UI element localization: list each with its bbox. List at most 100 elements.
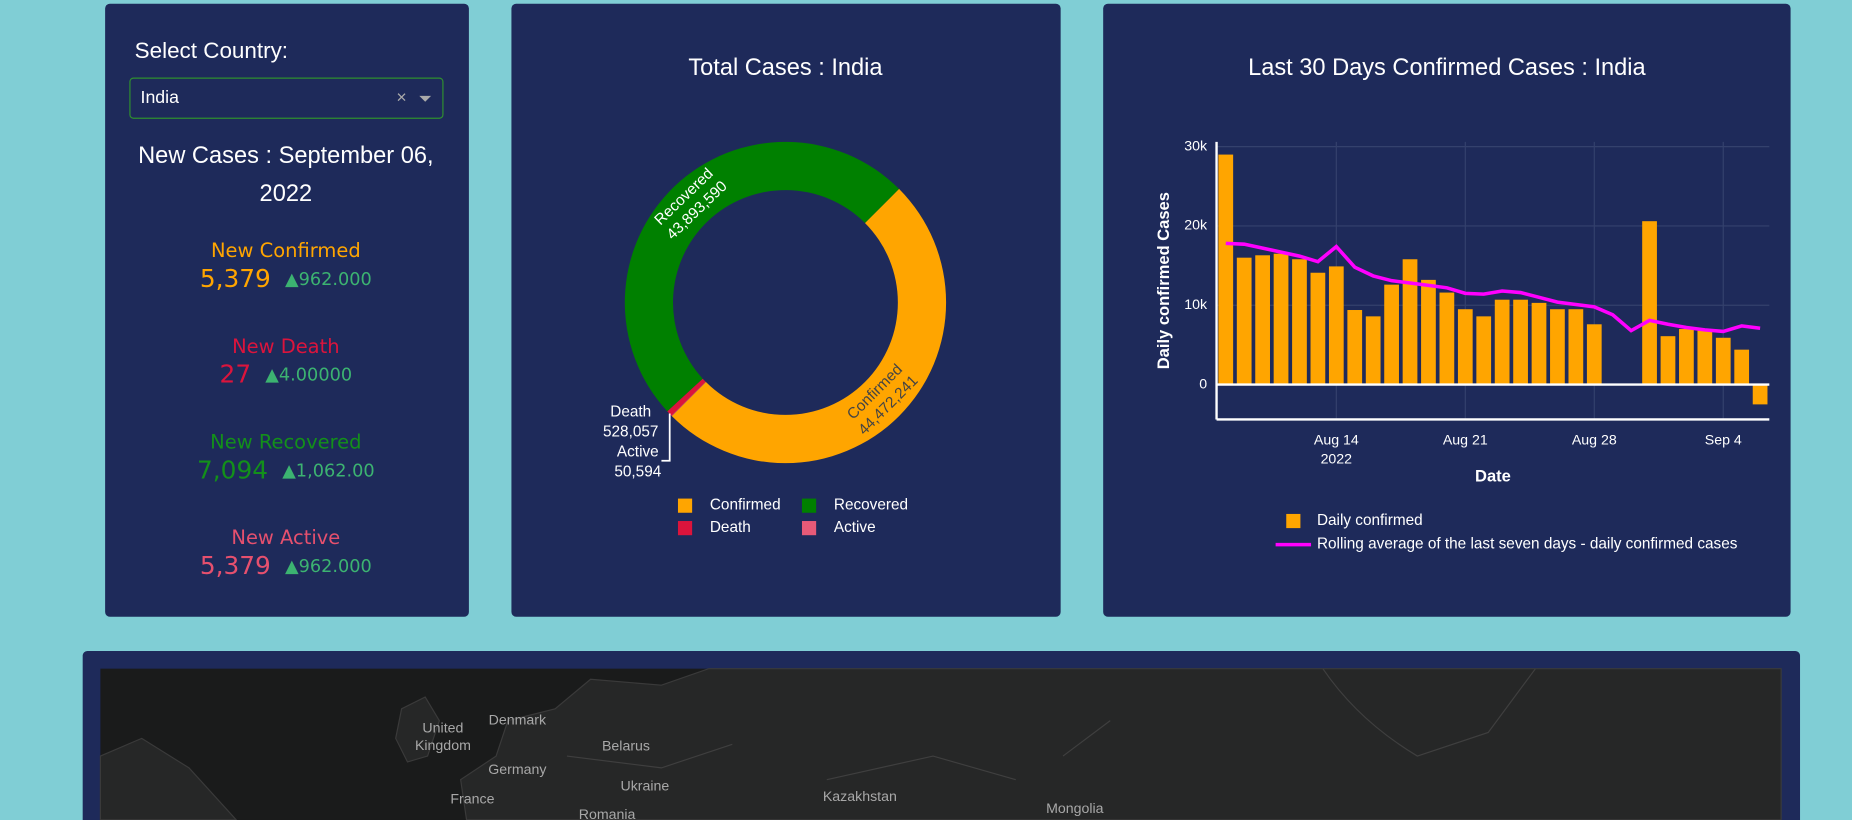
bar [1439, 292, 1455, 385]
x-tick-label: Sep 4 [1705, 432, 1742, 448]
bar [1273, 253, 1289, 385]
map-label: Kazakhstan [823, 789, 897, 805]
y-tick-label: 30k [1184, 138, 1208, 154]
sidebar-panel [105, 3, 469, 617]
bar [1715, 337, 1731, 385]
bar [1531, 302, 1547, 385]
bar [1402, 259, 1418, 385]
date-heading: New Cases : September 06, 2022 [138, 143, 434, 207]
bar-chart: Last 30 Days Confirmed Cases : India 0 10k… [1154, 55, 1770, 553]
legend-label: Confirmed [710, 497, 781, 514]
slice-label-value: 528,057 [603, 424, 658, 441]
select-label: Select Country: [135, 38, 288, 63]
bar [1457, 309, 1473, 385]
x-tick-label: Aug 28 [1572, 432, 1617, 448]
card-delta: ▲1,062.00 [282, 461, 374, 481]
legend-label: Death [710, 519, 751, 536]
legend-label: Recovered [834, 497, 908, 514]
legend-label: Active [834, 519, 876, 536]
map-label: Ukraine [621, 779, 670, 795]
bar [1679, 329, 1694, 385]
legend-swatch [677, 498, 693, 513]
date-heading-box: New Cases : September 06, 2022 [138, 143, 434, 207]
bar [1310, 272, 1326, 385]
map-label: Germany [488, 762, 547, 778]
bar [1513, 299, 1528, 385]
bar [1421, 279, 1436, 385]
bar [1697, 330, 1713, 385]
legend-swatch [1286, 513, 1301, 529]
map-label: Belarus [602, 738, 650, 754]
bar [1384, 284, 1399, 385]
chart-title: Last 30 Days Confirmed Cases : India [1248, 55, 1646, 81]
map-label-box: United Kingdom [415, 719, 471, 753]
card-line: 7,094 ▲1,062.00 [197, 455, 375, 484]
card-line: 5,379 ▲962.000 [200, 551, 372, 580]
bar [1586, 324, 1602, 385]
card-delta: ▲4.00000 [265, 366, 352, 386]
bar [1328, 266, 1344, 385]
bar [1734, 349, 1750, 385]
bar [1347, 310, 1363, 385]
y-tick-label: 10k [1184, 297, 1208, 313]
map-label: Mongolia [1046, 801, 1104, 817]
line [1225, 241, 1761, 334]
bar [1550, 309, 1565, 385]
bar [1365, 316, 1381, 385]
bar [1568, 309, 1584, 385]
bar [1642, 221, 1657, 385]
x-axis-title: Date [1475, 467, 1511, 486]
legend-label: Rolling average of the last seven days -… [1317, 536, 1738, 553]
legend-label: Daily confirmed [1317, 512, 1423, 529]
y-tick-label: 0 [1199, 376, 1207, 392]
dropdown-box[interactable] [129, 77, 444, 119]
card-line: 5,379 ▲962.000 [200, 264, 372, 293]
bar [1494, 299, 1510, 385]
y-tick-label: 20k [1184, 218, 1208, 234]
slice-label-name: Death [610, 403, 651, 420]
bar [1660, 336, 1676, 385]
bar [1255, 255, 1270, 385]
borders [566, 668, 1536, 781]
card-delta: ▲962.000 [285, 270, 372, 290]
card-value: 5,379 [200, 264, 271, 293]
bar [1236, 257, 1252, 385]
pie-slice [671, 381, 706, 417]
pie-slice [624, 141, 900, 412]
legend-swatch [677, 521, 693, 536]
dropdown-clear[interactable]: × [396, 87, 406, 107]
bar [1292, 259, 1307, 385]
card-title: New Recovered [210, 431, 361, 454]
slice-label-value: 50,594 [614, 464, 661, 481]
card-delta: ▲962.000 [285, 557, 372, 577]
map-label: France [450, 792, 494, 808]
x-tick-label: Aug 14 [1314, 432, 1359, 448]
slice-label-name: Active [617, 444, 659, 461]
x-tick-label: Aug 21 [1443, 432, 1488, 448]
pie-panel [511, 3, 1061, 617]
map-label: Denmark [489, 712, 547, 728]
dropdown-caret[interactable] [419, 95, 432, 102]
card-title: New Confirmed [211, 239, 361, 262]
country-dropdown[interactable]: India × [129, 77, 444, 119]
bar [1752, 384, 1768, 405]
pie-slice [667, 378, 706, 416]
card-value: 7,094 [197, 455, 268, 484]
card-title: New Death [232, 335, 340, 358]
dropdown-value[interactable]: India [141, 87, 180, 107]
card-value: 27 [220, 360, 252, 389]
bar [1476, 316, 1492, 385]
card-value: 5,379 [200, 551, 271, 580]
chart-title: Total Cases : India [688, 55, 883, 81]
legend-swatch [801, 521, 817, 536]
map-label: Romania [579, 807, 636, 820]
card-line: 27 ▲4.00000 [220, 360, 353, 389]
bar [1218, 154, 1234, 385]
map-labels: Denmark United Kingdom Belarus Germany Ukrai… [415, 712, 1104, 820]
leader-line [661, 413, 671, 462]
x-tick-year: 2022 [1321, 451, 1353, 467]
legend-swatch [801, 498, 817, 513]
pie-slice [671, 188, 947, 464]
